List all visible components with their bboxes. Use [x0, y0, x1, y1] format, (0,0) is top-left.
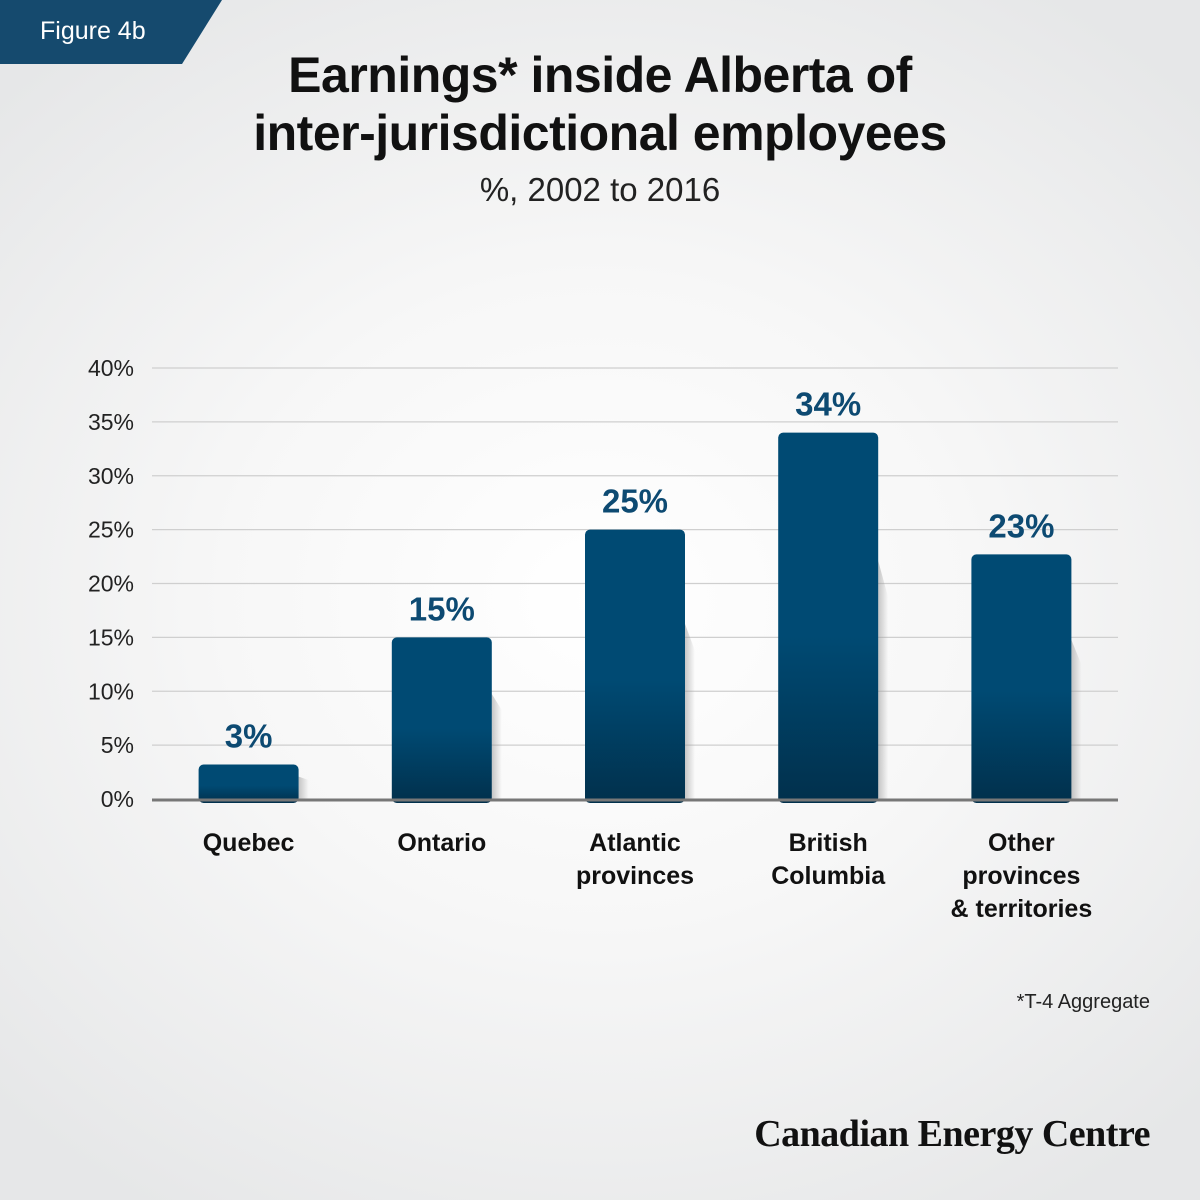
bar-value-label: 34% [795, 386, 861, 423]
category-label: Quebec [203, 829, 295, 857]
bar [778, 432, 879, 803]
category-label: British Columbia [771, 829, 886, 890]
y-tick-label: 5% [101, 732, 134, 758]
figure-badge [0, 0, 222, 64]
footnote: *T-4 Aggregate [1016, 991, 1150, 1013]
brand-logo-text: Canadian Energy Centre [754, 1113, 1150, 1155]
bar-value-label: 15% [409, 590, 475, 627]
bar-shadow [491, 693, 502, 799]
y-axis-ticks: 0% 5% 10% 15% 20% 25% 30% 35% 40% [88, 355, 134, 812]
category-labels: Quebec Ontario Atlantic provinces British Col… [203, 829, 1093, 923]
category-label: Atlantic provinces [576, 829, 694, 890]
chart-title: Earnings* inside Alberta of inter-jurisd… [0, 46, 1200, 162]
y-tick-label: 40% [88, 355, 134, 381]
data-labels: 3% 15% 25% 34% 23% [225, 386, 1055, 755]
category-label: Other provinces & territories [951, 829, 1093, 923]
bar-chart: 0% 5% 10% 15% 20% 25% 30% 35% 40% 3% 15% 25% 34% 23%… [88, 355, 1118, 923]
chart-subtitle: %, 2002 to 2016 [479, 171, 721, 208]
bar-value-label: 23% [988, 507, 1054, 544]
bar-value-label: 25% [602, 483, 668, 520]
bar-shadow [878, 560, 889, 799]
chart-title-line-1: Earnings* inside Alberta of [288, 47, 912, 103]
chart-title-line-2: inter-jurisdictional employees [253, 105, 947, 161]
bar-shadow [685, 623, 695, 799]
y-tick-label: 25% [88, 517, 134, 543]
bar [585, 529, 685, 803]
bar-value-label: 3% [225, 718, 273, 755]
y-tick-label: 10% [88, 678, 134, 704]
y-tick-label: 20% [88, 571, 134, 597]
y-tick-label: 35% [88, 409, 134, 435]
y-tick-label: 30% [88, 463, 134, 489]
y-tick-label: 0% [101, 786, 134, 812]
bars [198, 432, 1082, 803]
bar [971, 554, 1072, 803]
bar-shadow [1071, 640, 1082, 799]
bar [198, 764, 299, 803]
y-tick-label: 15% [88, 624, 134, 650]
bar [391, 637, 492, 803]
bar-shadow [298, 776, 309, 799]
figure-badge-label: Figure 4b [40, 17, 146, 45]
category-label: Ontario [397, 829, 486, 857]
